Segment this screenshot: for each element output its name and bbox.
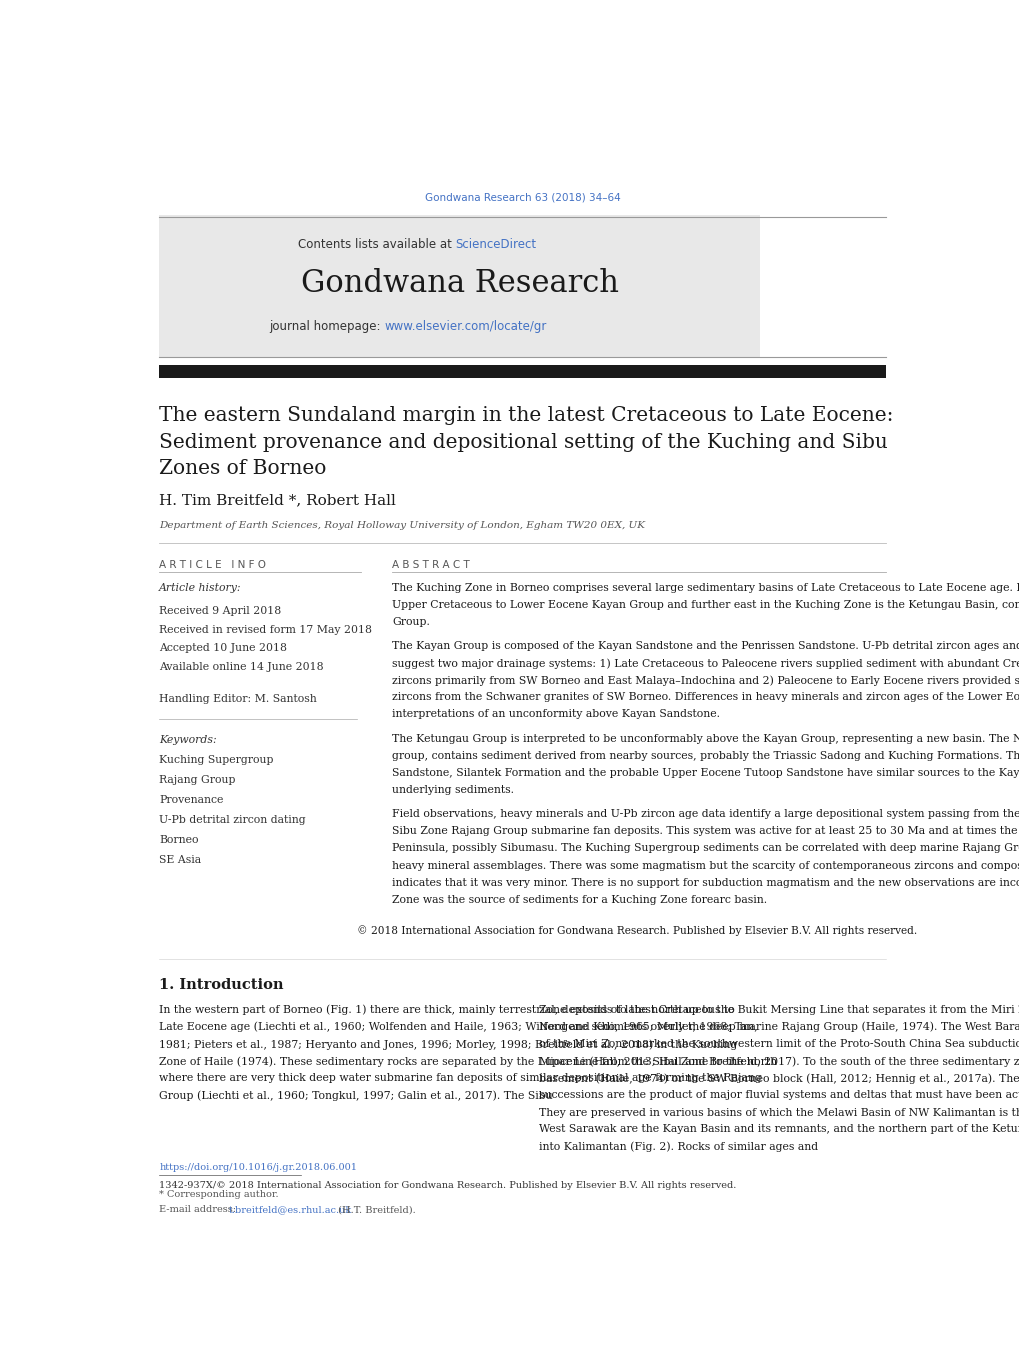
Text: ScienceDirect: ScienceDirect bbox=[455, 238, 536, 251]
Text: Received in revised form 17 May 2018: Received in revised form 17 May 2018 bbox=[159, 625, 372, 635]
Text: 1342-937X/© 2018 International Association for Gondwana Research. Published by E: 1342-937X/© 2018 International Associati… bbox=[159, 1181, 736, 1190]
Text: www.elsevier.com/locate/gr: www.elsevier.com/locate/gr bbox=[384, 319, 546, 333]
Text: of the Miri Zone marked the southwestern limit of the Proto-South China Sea subd: of the Miri Zone marked the southwestern… bbox=[538, 1038, 1019, 1049]
Text: Peninsula, possibly Sibumasu. The Kuching Supergroup sediments can be correlated: Peninsula, possibly Sibumasu. The Kuchin… bbox=[392, 844, 1019, 853]
Text: zircons from the Schwaner granites of SW Borneo. Differences in heavy minerals a: zircons from the Schwaner granites of SW… bbox=[392, 692, 1019, 703]
Text: SE Asia: SE Asia bbox=[159, 855, 201, 864]
Text: (H.T. Breitfeld).: (H.T. Breitfeld). bbox=[335, 1205, 416, 1215]
Text: * Corresponding author.: * Corresponding author. bbox=[159, 1189, 278, 1199]
Text: In the western part of Borneo (Fig. 1) there are thick, mainly terrestrial, depo: In the western part of Borneo (Fig. 1) t… bbox=[159, 1004, 734, 1015]
Text: basement (Haile, 1974) or the SW Borneo block (Hall, 2012; Hennig et al., 2017a): basement (Haile, 1974) or the SW Borneo … bbox=[538, 1074, 1019, 1083]
Text: Article history:: Article history: bbox=[159, 583, 242, 593]
Text: t.breitfeld@es.rhul.ac.uk: t.breitfeld@es.rhul.ac.uk bbox=[228, 1205, 352, 1215]
Text: Accepted 10 June 2018: Accepted 10 June 2018 bbox=[159, 643, 286, 654]
Text: A B S T R A C T: A B S T R A C T bbox=[392, 560, 470, 569]
Text: Late Eocene age (Liechti et al., 1960; Wolfenden and Haile, 1963; Wilford and Kh: Late Eocene age (Liechti et al., 1960; W… bbox=[159, 1022, 757, 1033]
Text: Zone extends to the north up to the Bukit Mersing Line that separates it from th: Zone extends to the north up to the Buki… bbox=[538, 1004, 1019, 1015]
Text: Zone of Haile (1974). These sedimentary rocks are separated by the Lupar Line fr: Zone of Haile (1974). These sedimentary … bbox=[159, 1056, 776, 1067]
Text: Borneo: Borneo bbox=[159, 834, 199, 845]
Text: Zones of Borneo: Zones of Borneo bbox=[159, 459, 326, 478]
Text: The Ketungau Group is interpreted to be unconformably above the Kayan Group, rep: The Ketungau Group is interpreted to be … bbox=[392, 734, 1019, 743]
Text: West Sarawak are the Kayan Basin and its remnants, and the northern part of the : West Sarawak are the Kayan Basin and its… bbox=[538, 1124, 1019, 1135]
Text: Handling Editor: M. Santosh: Handling Editor: M. Santosh bbox=[159, 693, 317, 704]
Text: Gondwana Research 63 (2018) 34–64: Gondwana Research 63 (2018) 34–64 bbox=[425, 193, 620, 202]
Text: E-mail address:: E-mail address: bbox=[159, 1205, 239, 1215]
Text: Contents lists available at: Contents lists available at bbox=[298, 238, 455, 251]
Text: 1981; Pieters et al., 1987; Heryanto and Jones, 1996; Morley, 1998; Breitfeld et: 1981; Pieters et al., 1987; Heryanto and… bbox=[159, 1038, 737, 1049]
Text: group, contains sediment derived from nearby sources, probably the Triassic Sado: group, contains sediment derived from ne… bbox=[392, 752, 1019, 761]
Text: Neogene sediments overly the deep marine Rajang Group (Haile, 1974). The West Ba: Neogene sediments overly the deep marine… bbox=[538, 1022, 1019, 1033]
Text: Field observations, heavy minerals and U-Pb zircon age data identify a large dep: Field observations, heavy minerals and U… bbox=[392, 810, 1019, 819]
Text: The Kuching Zone in Borneo comprises several large sedimentary basins of Late Cr: The Kuching Zone in Borneo comprises sev… bbox=[392, 583, 1019, 593]
Text: Kuching Supergroup: Kuching Supergroup bbox=[159, 756, 273, 765]
Text: They are preserved in various basins of which the Melawi Basin of NW Kalimantan : They are preserved in various basins of … bbox=[538, 1108, 1019, 1117]
Text: underlying sediments.: underlying sediments. bbox=[392, 786, 514, 795]
Text: Zone was the source of sediments for a Kuching Zone forearc basin.: Zone was the source of sediments for a K… bbox=[392, 894, 766, 905]
Text: where there are very thick deep water submarine fan deposits of similar depositi: where there are very thick deep water su… bbox=[159, 1074, 761, 1083]
Text: Provenance: Provenance bbox=[159, 795, 223, 805]
Text: Rajang Group: Rajang Group bbox=[159, 775, 235, 786]
Text: Received 9 April 2018: Received 9 April 2018 bbox=[159, 606, 281, 616]
Text: successions are the product of major fluvial systems and deltas that must have b: successions are the product of major flu… bbox=[538, 1090, 1019, 1101]
Text: The Kayan Group is composed of the Kayan Sandstone and the Penrissen Sandstone. : The Kayan Group is composed of the Kayan… bbox=[392, 641, 1019, 651]
Text: suggest two major drainage systems: 1) Late Cretaceous to Paleocene rivers suppl: suggest two major drainage systems: 1) L… bbox=[392, 658, 1019, 669]
Text: The eastern Sundaland margin in the latest Cretaceous to Late Eocene:: The eastern Sundaland margin in the late… bbox=[159, 406, 893, 425]
Text: into Kalimantan (Fig. 2). Rocks of similar ages and: into Kalimantan (Fig. 2). Rocks of simil… bbox=[538, 1142, 817, 1152]
Text: Upper Cretaceous to Lower Eocene Kayan Group and further east in the Kuching Zon: Upper Cretaceous to Lower Eocene Kayan G… bbox=[392, 599, 1019, 610]
Text: Gondwana Research: Gondwana Research bbox=[301, 268, 618, 299]
Text: Keywords:: Keywords: bbox=[159, 735, 216, 746]
Text: Department of Earth Sciences, Royal Holloway University of London, Egham TW20 0E: Department of Earth Sciences, Royal Holl… bbox=[159, 520, 644, 530]
Text: U-Pb detrital zircon dating: U-Pb detrital zircon dating bbox=[159, 815, 306, 825]
Text: https://doi.org/10.1016/j.gr.2018.06.001: https://doi.org/10.1016/j.gr.2018.06.001 bbox=[159, 1163, 357, 1173]
Text: journal homepage:: journal homepage: bbox=[269, 319, 384, 333]
Text: indicates that it was very minor. There is no support for subduction magmatism a: indicates that it was very minor. There … bbox=[392, 878, 1019, 887]
Text: Group.: Group. bbox=[392, 617, 430, 626]
Text: A R T I C L E   I N F O: A R T I C L E I N F O bbox=[159, 560, 266, 569]
Text: Sediment provenance and depositional setting of the Kuching and Sibu: Sediment provenance and depositional set… bbox=[159, 434, 887, 453]
Text: Miocene (Hall, 2013; Hall and Breitfeld, 2017). To the south of the three sedime: Miocene (Hall, 2013; Hall and Breitfeld,… bbox=[538, 1056, 1019, 1067]
Text: Sibu Zone Rajang Group submarine fan deposits. This system was active for at lea: Sibu Zone Rajang Group submarine fan dep… bbox=[392, 826, 1019, 836]
Text: H. Tim Breitfeld *, Robert Hall: H. Tim Breitfeld *, Robert Hall bbox=[159, 493, 395, 508]
Bar bbox=[159, 215, 759, 356]
Text: © 2018 International Association for Gondwana Research. Published by Elsevier B.: © 2018 International Association for Gon… bbox=[357, 925, 917, 936]
Text: Group (Liechti et al., 1960; Tongkul, 1997; Galin et al., 2017). The Sibu: Group (Liechti et al., 1960; Tongkul, 19… bbox=[159, 1090, 552, 1101]
Text: heavy mineral assemblages. There was some magmatism but the scarcity of contempo: heavy mineral assemblages. There was som… bbox=[392, 860, 1019, 871]
Text: Sandstone, Silantek Formation and the probable Upper Eocene Tutoop Sandstone hav: Sandstone, Silantek Formation and the pr… bbox=[392, 768, 1019, 777]
Text: interpretations of an unconformity above Kayan Sandstone.: interpretations of an unconformity above… bbox=[392, 709, 719, 719]
Text: zircons primarily from SW Borneo and East Malaya–Indochina and 2) Paleocene to E: zircons primarily from SW Borneo and Eas… bbox=[392, 675, 1019, 686]
Text: Available online 14 June 2018: Available online 14 June 2018 bbox=[159, 662, 323, 673]
Bar bbox=[159, 366, 886, 378]
Text: 1. Introduction: 1. Introduction bbox=[159, 977, 283, 992]
